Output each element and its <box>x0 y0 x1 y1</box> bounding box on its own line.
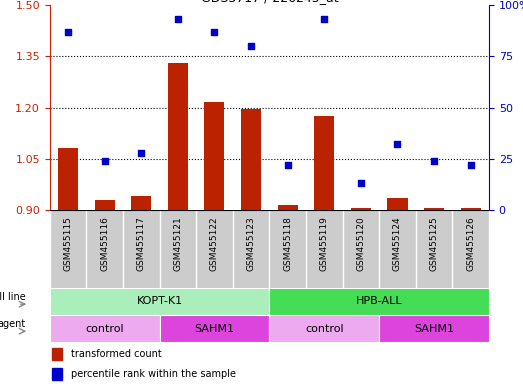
Text: GSM455121: GSM455121 <box>173 216 183 271</box>
Text: GSM455116: GSM455116 <box>100 216 109 271</box>
Point <box>320 16 328 22</box>
Text: percentile rank within the sample: percentile rank within the sample <box>71 369 235 379</box>
Text: GSM455119: GSM455119 <box>320 216 329 271</box>
Point <box>174 16 182 22</box>
Text: GSM455125: GSM455125 <box>429 216 439 271</box>
Text: GSM455120: GSM455120 <box>356 216 366 271</box>
Bar <box>351 208 371 210</box>
Bar <box>269 315 379 342</box>
Bar <box>50 315 160 342</box>
Text: transformed count: transformed count <box>71 349 162 359</box>
Text: GSM455117: GSM455117 <box>137 216 146 271</box>
Text: GSM455126: GSM455126 <box>466 216 475 271</box>
Text: GSM455115: GSM455115 <box>63 216 73 271</box>
Point <box>210 28 219 35</box>
Text: SAHM1: SAHM1 <box>414 323 454 333</box>
Point <box>430 158 438 164</box>
Point <box>283 162 292 168</box>
Bar <box>314 116 334 210</box>
Bar <box>241 109 261 210</box>
Text: cell line: cell line <box>0 293 26 303</box>
Bar <box>388 198 407 210</box>
Title: GDS3717 / 226245_at: GDS3717 / 226245_at <box>200 0 338 4</box>
Text: SAHM1: SAHM1 <box>195 323 234 333</box>
Bar <box>95 200 115 210</box>
Text: GSM455124: GSM455124 <box>393 216 402 271</box>
Point <box>64 28 72 35</box>
Bar <box>52 348 62 360</box>
Point <box>137 149 145 156</box>
Point <box>247 43 255 49</box>
Bar <box>204 103 224 210</box>
Text: GSM455118: GSM455118 <box>283 216 292 271</box>
Text: GSM455122: GSM455122 <box>210 216 219 271</box>
Bar <box>379 315 489 342</box>
Point <box>357 180 365 186</box>
Bar <box>52 368 62 380</box>
Text: control: control <box>85 323 124 333</box>
Bar <box>168 63 188 210</box>
Bar <box>131 196 151 210</box>
Bar <box>58 149 78 210</box>
Text: control: control <box>305 323 344 333</box>
Point <box>393 141 402 147</box>
Text: GSM455123: GSM455123 <box>246 216 256 271</box>
Text: agent: agent <box>0 319 26 329</box>
Bar <box>269 288 489 315</box>
Point <box>100 158 109 164</box>
Bar <box>278 205 298 210</box>
Bar <box>461 208 481 210</box>
Text: KOPT-K1: KOPT-K1 <box>137 296 183 306</box>
Point <box>467 162 475 168</box>
Bar <box>160 315 269 342</box>
Bar <box>424 208 444 210</box>
Bar <box>50 288 269 315</box>
Text: HPB-ALL: HPB-ALL <box>356 296 403 306</box>
